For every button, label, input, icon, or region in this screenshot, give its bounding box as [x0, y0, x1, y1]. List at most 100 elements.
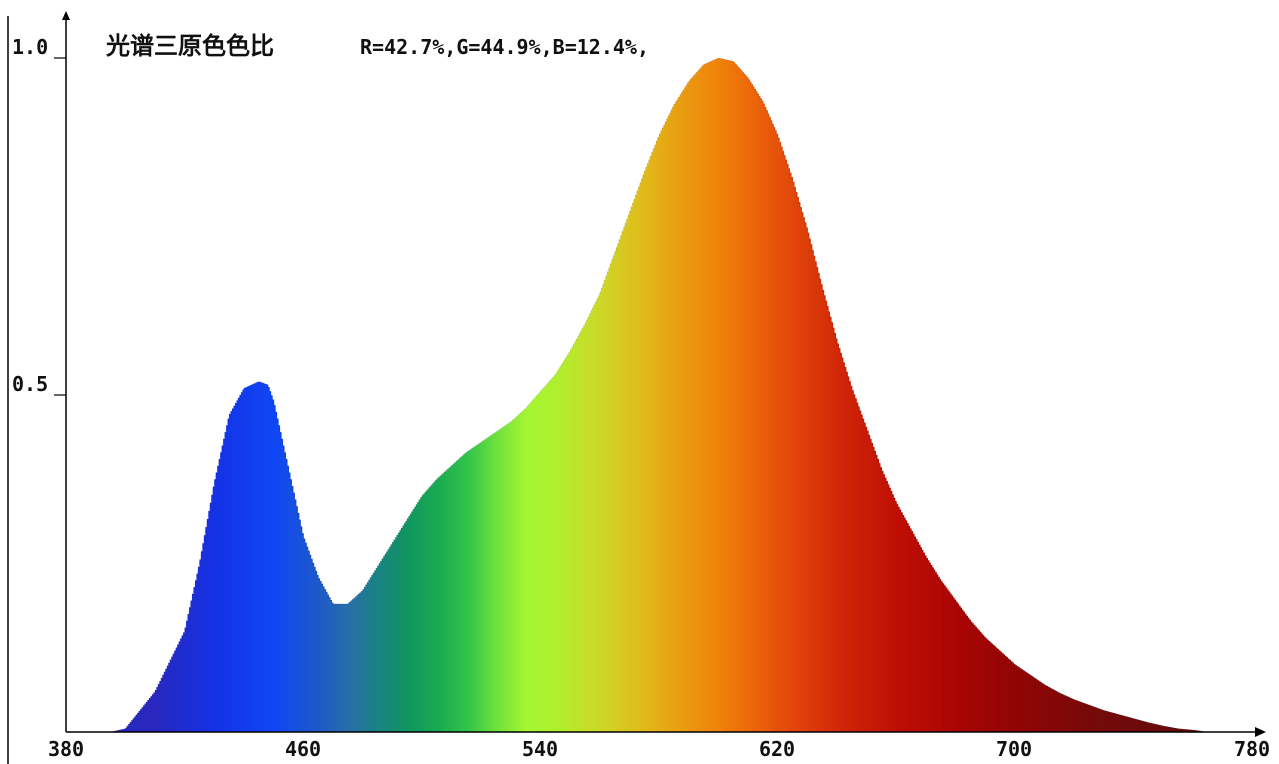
spectrum-band: [882, 474, 885, 732]
spectrum-band: [1127, 717, 1130, 732]
spectrum-band: [798, 202, 801, 732]
spectrum-band: [1112, 713, 1115, 732]
spectrum-band: [1053, 690, 1056, 732]
spectrum-area: [66, 57, 1252, 733]
spectrum-band: [143, 705, 146, 732]
spectrum-band: [903, 517, 906, 732]
spectrum-band: [780, 146, 783, 732]
spectrum-band: [126, 725, 129, 732]
spectrum-band: [737, 67, 740, 732]
spectrum-band: [730, 60, 733, 733]
spectrum-band: [156, 687, 159, 732]
spectrum-band: [618, 239, 622, 732]
spectrum-band: [341, 603, 344, 732]
spectrum-band: [853, 394, 856, 732]
spectrum-band: [162, 674, 165, 732]
spectrum-band: [1045, 686, 1049, 732]
spectrum-band: [942, 583, 945, 732]
spectrum-band: [670, 109, 673, 733]
spectrum-band: [484, 439, 487, 732]
spectrum-band: [1042, 684, 1046, 732]
spectrum-band: [785, 159, 788, 733]
spectrum-band: [842, 362, 845, 732]
spectrum-band: [666, 118, 669, 732]
spectrum-band: [653, 148, 656, 733]
spectrum-band: [497, 430, 500, 732]
spectrum-band: [713, 59, 716, 733]
spectrum-band: [1097, 708, 1100, 732]
spectrum-band: [1057, 692, 1060, 732]
spectrum-band: [444, 471, 447, 732]
spectrum-band: [248, 385, 251, 732]
spectrum-band: [825, 300, 828, 732]
x-tick-label-540: 540: [522, 737, 558, 761]
spectrum-band: [568, 352, 571, 732]
spectrum-band: [1145, 721, 1148, 732]
spectrum-band: [802, 217, 805, 733]
spectrum-band: [1118, 714, 1121, 732]
spectrum-band: [856, 402, 859, 732]
spectrum-band: [151, 694, 155, 732]
spectrum-band: [135, 714, 138, 732]
spectrum-band: [131, 720, 134, 732]
spectrum-band: [174, 650, 177, 732]
spectrum-band: [521, 411, 524, 732]
spectrum-band: [215, 472, 218, 732]
spectrum-band: [544, 385, 547, 732]
spectrum-band: [530, 402, 533, 732]
spectrum-band: [776, 133, 779, 732]
spectrum-band: [626, 219, 629, 733]
spectrum-band: [999, 651, 1003, 732]
spectrum-band: [574, 341, 577, 732]
spectrum-band: [193, 587, 196, 732]
spectrum-band: [761, 100, 764, 732]
spectrum-band: [1188, 729, 1191, 732]
spectrum-band: [1002, 654, 1006, 732]
spectrum-band: [288, 472, 291, 732]
spectrum-band: [214, 479, 217, 732]
spectrum-band: [325, 591, 328, 732]
spectrum-band: [117, 730, 120, 732]
spectrum-band: [295, 506, 298, 732]
spectrum-band: [183, 632, 186, 732]
spectrum-band: [1134, 719, 1137, 732]
spectrum-band: [636, 190, 639, 732]
spectrum-band: [722, 59, 725, 733]
spectrum-band: [371, 575, 374, 732]
spectrum-band: [323, 589, 327, 732]
spectrum-band: [230, 411, 233, 732]
spectrum-band: [212, 486, 215, 732]
spectrum-band: [455, 461, 458, 732]
spectrum-band: [235, 403, 238, 732]
spectrum-band: [393, 539, 396, 732]
spectrum-band: [1103, 710, 1106, 732]
spectrum-band: [703, 64, 706, 732]
spectrum-band: [736, 65, 739, 732]
spectrum-band: [470, 448, 473, 732]
spectrum-band: [740, 70, 743, 732]
spectrum-band: [1155, 724, 1158, 732]
spectrum-band: [684, 87, 687, 733]
spectrum-band: [669, 112, 672, 732]
spectrum-band: [900, 512, 903, 732]
spectrum-band: [1077, 701, 1080, 732]
spectrum-band: [1010, 661, 1013, 732]
spectrum-band: [790, 177, 794, 732]
spectrum-band: [129, 722, 132, 732]
spectrum-band: [916, 541, 920, 732]
spectrum-band: [509, 422, 512, 732]
spectrum-band: [442, 473, 445, 732]
spectrum-band: [795, 191, 798, 732]
spectrum-band: [575, 339, 579, 732]
spectrum-band: [187, 614, 190, 732]
spectrum-band: [140, 709, 143, 732]
spectrum-band: [881, 470, 884, 732]
spectrum-band: [1123, 715, 1126, 732]
spectrum-band: [796, 197, 799, 732]
spectrum-band: [280, 438, 284, 732]
spectrum-band: [1007, 658, 1010, 732]
spectrum-band: [372, 572, 375, 732]
spectrum-band: [1195, 730, 1198, 732]
spectrum-band: [237, 397, 241, 732]
spectrum-band: [159, 680, 162, 732]
